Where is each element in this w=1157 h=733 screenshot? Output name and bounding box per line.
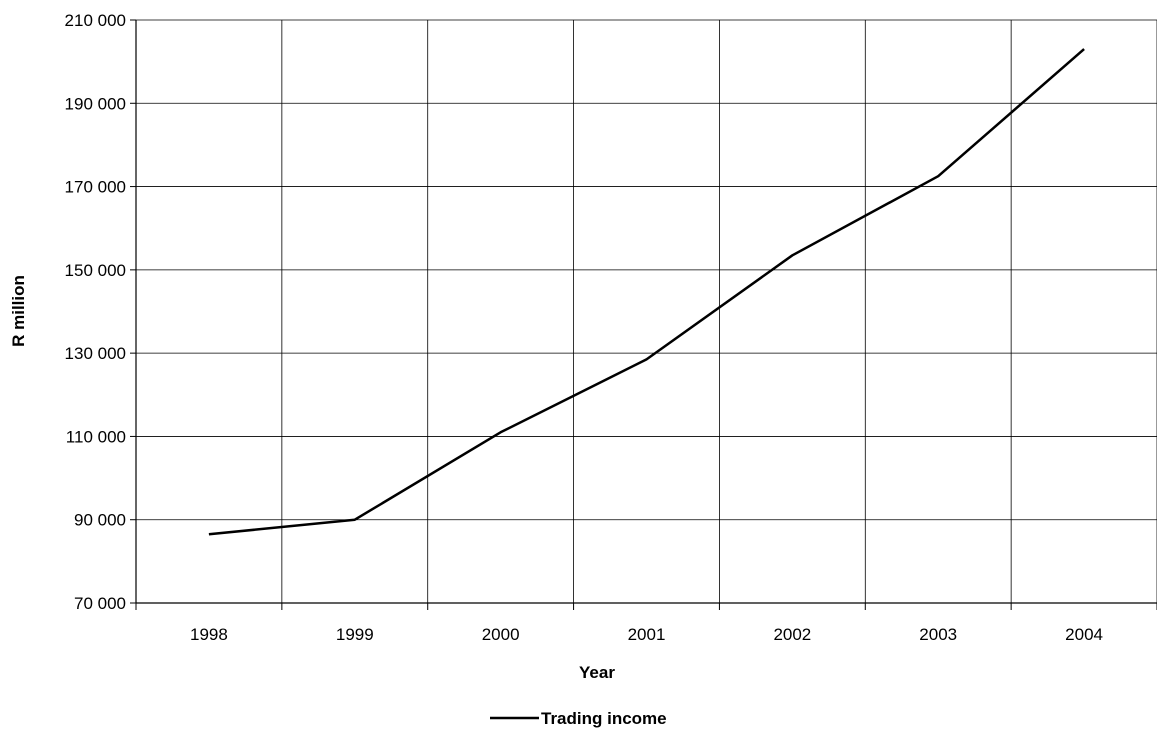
legend: Trading income bbox=[490, 709, 667, 728]
y-tick-label: 150 000 bbox=[65, 261, 126, 280]
y-tick-labels: 70 000 90 000 110 000 130 000 150 000 170 000… bbox=[65, 11, 126, 613]
x-tick-label: 2003 bbox=[919, 625, 957, 644]
y-tick-label: 190 000 bbox=[65, 94, 126, 113]
legend-label-trading-income: Trading income bbox=[541, 709, 667, 728]
y-tick-label: 170 000 bbox=[65, 178, 126, 197]
series-line-trading-income bbox=[208, 48, 1085, 536]
x-tick-label: 1999 bbox=[336, 625, 374, 644]
x-tick-label: 2000 bbox=[482, 625, 520, 644]
x-tick-label: 2002 bbox=[773, 625, 811, 644]
y-tick-label: 90 000 bbox=[74, 511, 126, 530]
x-tick-label: 1998 bbox=[190, 625, 228, 644]
x-axis-title: Year bbox=[579, 663, 615, 682]
axes bbox=[130, 19, 1157, 610]
y-axis-title: R million bbox=[9, 275, 28, 347]
x-tick-labels: 1998 1999 2000 2001 2002 2003 2004 bbox=[190, 625, 1103, 644]
grid-lines bbox=[136, 19, 1157, 603]
y-tick-label: 70 000 bbox=[74, 594, 126, 613]
x-tick-label: 2001 bbox=[628, 625, 666, 644]
x-tick-label: 2004 bbox=[1065, 625, 1103, 644]
y-tick-label: 110 000 bbox=[66, 427, 126, 446]
y-tick-label: 210 000 bbox=[65, 11, 126, 30]
series-lines bbox=[208, 48, 1085, 536]
y-tick-label: 130 000 bbox=[65, 344, 126, 363]
